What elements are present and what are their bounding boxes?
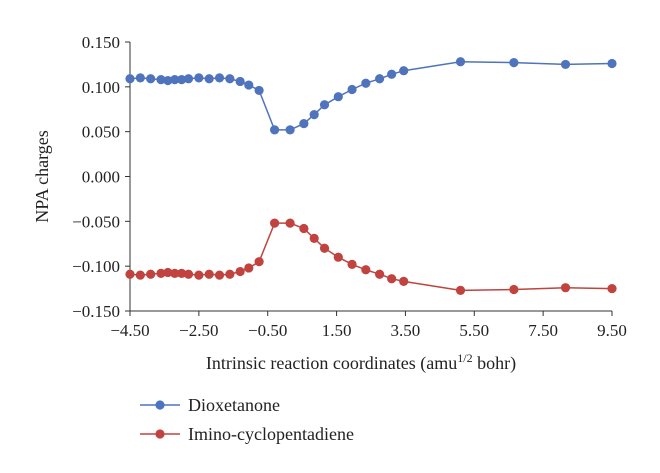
series-line-2 [129, 222, 613, 292]
series-1-point [270, 125, 280, 135]
y-tick-label: −0.050 [72, 212, 120, 231]
series-2-point [177, 268, 187, 278]
series-2-point [375, 269, 385, 279]
series-2-point [235, 266, 245, 277]
series-1-point [254, 85, 264, 96]
y-tick-label: 0.050 [82, 123, 120, 142]
series-1-point [285, 125, 295, 135]
series-2-point [244, 263, 254, 273]
series-1-point [135, 73, 145, 83]
legend-marker-1 [155, 400, 165, 410]
x-tick-label: 7.50 [528, 321, 558, 340]
series-1-point [607, 58, 617, 69]
series-2-point [125, 269, 135, 279]
legend: Dioxetanone Imino-cyclopentadiene [140, 395, 354, 444]
series-1-point [299, 118, 309, 129]
axes-layer: 0.150 0.100 0.050 0.000 −0.050 −0.100 −0.150−4… [32, 33, 627, 374]
series-2-point [270, 218, 280, 228]
series-2-point [399, 276, 409, 287]
series-1-point [361, 78, 371, 88]
series-2-point [225, 269, 235, 279]
series-1-point [156, 75, 166, 85]
series-1-point [560, 59, 571, 70]
series-2-point [163, 267, 173, 278]
series-1-point [375, 74, 385, 84]
x-axis-label-superscript: 1/2 [457, 351, 472, 365]
y-axis-label: NPA charges [32, 130, 52, 223]
x-axis-label: Intrinsic reaction coordinates (amu1/2 b… [206, 351, 516, 374]
series-2-point [183, 269, 194, 279]
series-1-point [333, 92, 343, 102]
series-2-point [387, 274, 397, 284]
series-1-point [347, 84, 357, 95]
series-2-point [347, 259, 357, 269]
x-tick-label: 9.50 [597, 321, 627, 340]
x-tick-label: −0.50 [248, 321, 287, 340]
series-1-point [146, 74, 156, 84]
series-1-point [170, 75, 180, 85]
x-tick-label: −4.50 [110, 321, 149, 340]
series-1-point [399, 66, 409, 76]
x-tick-label: 1.50 [322, 321, 352, 340]
series-1-point [204, 74, 214, 84]
series-2-point [194, 270, 204, 280]
series-1-point [183, 74, 194, 84]
x-tick-label: 5.50 [459, 321, 489, 340]
y-tick-label: 0.100 [82, 78, 120, 97]
series-2-point [607, 283, 617, 294]
y-tick-label: −0.150 [72, 302, 120, 321]
series-1-point [387, 69, 397, 79]
x-tick-label: −2.50 [179, 321, 218, 340]
series-1-point [309, 110, 319, 120]
series-2-point [560, 283, 571, 293]
series-2-point [146, 269, 156, 279]
series-1-point [214, 73, 225, 83]
legend-label-1: Dioxetanone [188, 395, 280, 415]
legend-label-2: Imino-cyclopentadiene [188, 424, 354, 444]
series-1-point [455, 57, 466, 67]
series-2-point [170, 268, 180, 278]
series-2-point [299, 223, 309, 234]
series-1-point [125, 74, 135, 84]
y-tick-label: 0.150 [82, 33, 120, 52]
series-2-point [214, 270, 225, 280]
series-1-point [177, 75, 187, 85]
series-2-point [319, 243, 330, 253]
series-1-point [319, 100, 330, 110]
series-2-point [156, 268, 166, 278]
series-2-point [361, 265, 371, 275]
series-layer [125, 57, 617, 295]
series-1-point [163, 75, 173, 86]
series-1-point [244, 80, 254, 90]
series-line-1 [129, 60, 613, 131]
series-2-point [455, 285, 466, 295]
series-2-point [333, 252, 343, 262]
series-2-point [309, 233, 319, 243]
series-2-point [509, 284, 519, 295]
series-2-point [204, 269, 214, 279]
y-tick-label: −0.100 [72, 257, 120, 276]
series-1-point [225, 74, 235, 84]
series-2-point [285, 218, 295, 228]
series-1-point [235, 76, 245, 87]
x-axis-label-main: Intrinsic reaction coordinates (amu [206, 353, 457, 374]
legend-marker-2 [155, 429, 165, 439]
x-axis-label-suffix: bohr) [473, 353, 517, 374]
series-2-point [254, 257, 264, 267]
series-1-point [194, 73, 204, 83]
series-1-point [509, 58, 519, 68]
x-tick-label: 3.50 [391, 321, 421, 340]
series-2-point [135, 270, 145, 280]
y-tick-label: 0.000 [82, 168, 120, 187]
